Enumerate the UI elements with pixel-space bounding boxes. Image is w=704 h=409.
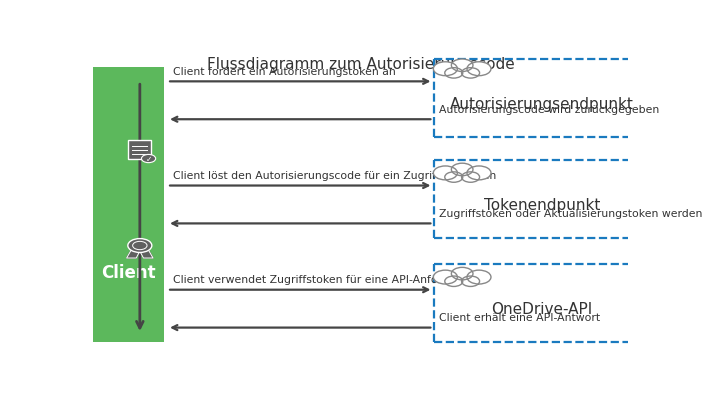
Text: Tokenendpunkt: Tokenendpunkt xyxy=(484,198,601,212)
Text: ✓: ✓ xyxy=(145,155,152,164)
Text: Client erhält eine API-Antwort: Client erhält eine API-Antwort xyxy=(439,312,600,322)
Circle shape xyxy=(128,239,152,253)
FancyBboxPatch shape xyxy=(128,141,151,159)
Circle shape xyxy=(462,173,479,183)
Text: Zugriffstoken oder Aktualisierungstoken werden zurückgegeben: Zugriffstoken oder Aktualisierungstoken … xyxy=(439,208,704,218)
Polygon shape xyxy=(127,248,140,258)
Text: Client: Client xyxy=(101,264,156,282)
Polygon shape xyxy=(140,248,153,258)
Circle shape xyxy=(434,270,458,284)
Text: OneDrive-API: OneDrive-API xyxy=(491,301,593,317)
Circle shape xyxy=(451,268,473,280)
Circle shape xyxy=(462,69,479,79)
Text: Autorisierungsendpunkt: Autorisierungsendpunkt xyxy=(451,97,634,112)
Circle shape xyxy=(434,166,458,180)
Circle shape xyxy=(451,60,473,72)
Circle shape xyxy=(451,164,473,176)
Text: Client verwendet Zugriffstoken für eine API-Anforderung: Client verwendet Zugriffstoken für eine … xyxy=(172,274,480,284)
Circle shape xyxy=(462,276,479,287)
Text: Autorisierungscode wird zurückgegeben: Autorisierungscode wird zurückgegeben xyxy=(439,104,659,114)
Circle shape xyxy=(467,270,491,284)
Circle shape xyxy=(467,166,491,180)
Circle shape xyxy=(445,69,463,79)
Circle shape xyxy=(445,276,463,287)
Text: Flussdiagramm zum Autorisierungscode: Flussdiagramm zum Autorisierungscode xyxy=(207,57,515,72)
Text: Client fordert ein Autorisierungstoken an: Client fordert ein Autorisierungstoken a… xyxy=(172,67,396,76)
Circle shape xyxy=(434,63,458,76)
Circle shape xyxy=(467,63,491,76)
Circle shape xyxy=(445,173,463,183)
Circle shape xyxy=(142,155,156,163)
FancyBboxPatch shape xyxy=(94,68,165,342)
Text: Client löst den Autorisierungscode für ein Zugriffstoken ein: Client löst den Autorisierungscode für e… xyxy=(172,171,496,180)
